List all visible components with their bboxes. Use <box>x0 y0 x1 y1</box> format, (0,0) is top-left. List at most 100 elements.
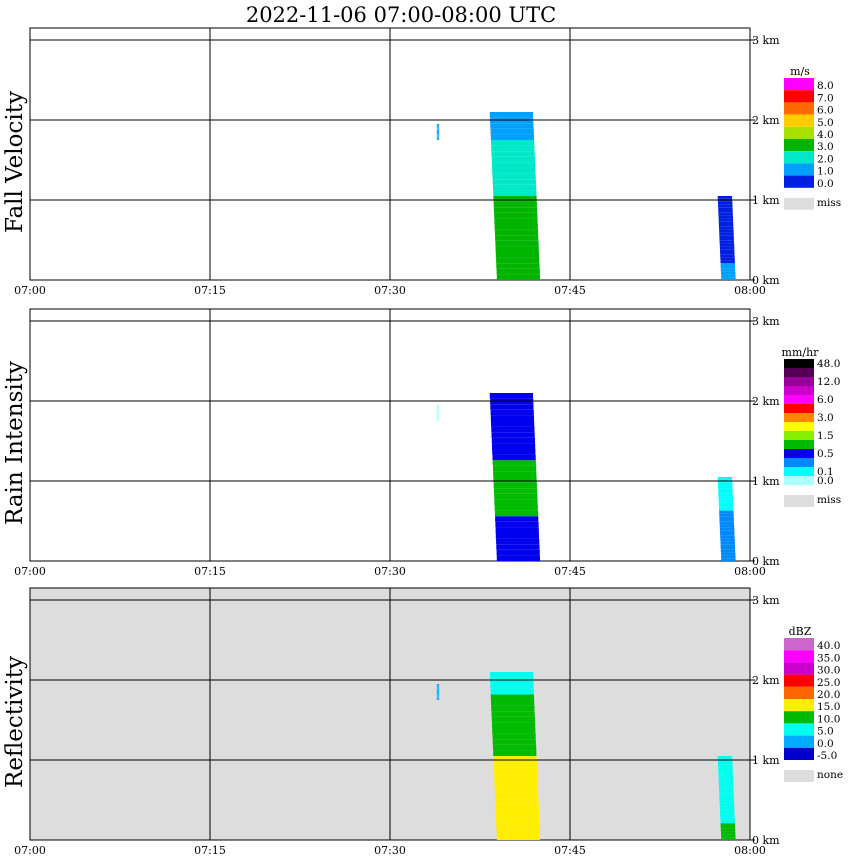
echo-cell <box>490 123 534 129</box>
echo-cell <box>718 784 734 787</box>
colorbar-swatch <box>784 638 814 651</box>
echo-cell <box>436 408 440 410</box>
echo-cell <box>719 789 734 793</box>
echo-cell <box>492 162 536 168</box>
echo-cell <box>436 412 440 413</box>
echo-cell <box>494 229 539 236</box>
colorbar-extra-label: none <box>817 769 843 781</box>
echo-cell <box>436 697 440 698</box>
echo-cell <box>493 744 537 751</box>
colorbar-extra-swatch <box>784 770 814 782</box>
echo-cell <box>495 812 539 818</box>
echo-cell <box>436 128 440 129</box>
echo-cell <box>721 277 736 280</box>
colorbar-swatch <box>784 476 814 485</box>
echo-cell <box>436 689 440 690</box>
echo-cell <box>436 133 440 134</box>
x-tick-label: 08:00 <box>734 284 766 297</box>
panel-label: Reflectivity <box>2 656 28 788</box>
echo-cell <box>491 711 535 717</box>
colorbar-extra-swatch <box>784 197 814 210</box>
echo-cell <box>436 125 440 126</box>
echo-cell <box>720 812 735 815</box>
echo-cell <box>721 555 736 559</box>
echo-cell <box>718 778 734 782</box>
echo-cell <box>493 482 537 489</box>
colorbar-label: 2.0 <box>817 153 834 165</box>
x-tick-label: 07:30 <box>374 565 406 578</box>
colorbar-label: 6.0 <box>817 105 834 117</box>
echo-cell <box>720 268 736 272</box>
echo-cell <box>494 784 538 790</box>
echo-cell <box>436 411 440 413</box>
echo-cell <box>718 207 733 210</box>
echo-cell <box>436 420 440 421</box>
panel-fall-velocity: 0 km 1 km 2 km 3 km 07:00 07:15 07:30 07:45 08:0… <box>2 27 841 297</box>
x-tick-label: 07:15 <box>194 844 226 857</box>
echo-cell <box>492 722 536 728</box>
echo-cell <box>436 127 440 129</box>
colorbar-label: 48.0 <box>817 358 840 370</box>
colorbar-label: 0.5 <box>817 448 834 460</box>
echo-cell <box>436 137 440 138</box>
echo-cell <box>717 756 733 759</box>
echo-cell <box>490 415 534 421</box>
echo-cell <box>436 130 440 131</box>
echo-cell <box>493 196 537 202</box>
echo-cell <box>436 687 440 689</box>
echo-cell <box>718 218 734 222</box>
echo-cell <box>495 527 539 533</box>
colorbar-swatch <box>784 458 814 467</box>
echo-cell <box>436 693 440 694</box>
y-tick-label: 3 km <box>752 34 780 47</box>
echo-cell <box>436 415 440 417</box>
echo-cell <box>436 419 440 421</box>
echo-cell <box>493 471 537 477</box>
echo-cell <box>495 533 539 539</box>
echo-cell <box>493 184 537 191</box>
colorbar-extra-label: miss <box>817 494 841 506</box>
echo-cell <box>436 418 440 419</box>
echo-cell <box>492 173 536 180</box>
echo-cell <box>495 246 539 252</box>
panels: 0 km 1 km 2 km 3 km 07:00 07:15 07:30 07:45 08:0… <box>2 27 843 857</box>
echo-cell <box>718 204 733 208</box>
echo-cell <box>491 426 535 433</box>
echo-cell <box>719 806 735 810</box>
echo-cell <box>719 786 734 790</box>
colorbar-label: 0.1 <box>817 466 834 478</box>
echo-cell <box>720 809 735 812</box>
x-tick-label: 07:45 <box>554 284 586 297</box>
y-tick-label: 0 km <box>752 555 780 568</box>
echo-cell <box>491 432 535 438</box>
colorbar-swatch <box>784 723 814 736</box>
echo-cell <box>719 235 734 238</box>
colorbar-label: 30.0 <box>817 665 840 677</box>
echo-cell <box>496 257 540 264</box>
echo-cell <box>436 405 440 406</box>
echo-cell <box>719 800 734 804</box>
echo-cell <box>491 421 535 427</box>
echo-cell <box>718 201 733 205</box>
echo-cell <box>436 134 440 135</box>
echo-cell <box>436 698 440 699</box>
echo-cell <box>719 513 734 517</box>
echo-cell <box>719 243 735 247</box>
echo-cell <box>718 212 733 216</box>
echo-cell <box>492 443 536 449</box>
colorbar-swatch <box>784 699 814 712</box>
echo-cell <box>491 140 535 146</box>
echo-cell <box>721 552 736 556</box>
echo-cell <box>720 828 736 832</box>
echo-cell <box>490 683 534 689</box>
echo-cell <box>436 415 440 416</box>
echo-cell <box>436 124 440 125</box>
x-tick-label: 07:00 <box>14 844 46 857</box>
echo-cell <box>493 190 537 196</box>
echo-cell <box>436 124 440 125</box>
colorbar-label: 4.0 <box>817 129 834 141</box>
y-tick-label: 3 km <box>752 315 780 328</box>
echo-cell <box>436 131 440 132</box>
colorbar-swatch <box>784 102 814 115</box>
echo-cell <box>720 549 736 553</box>
